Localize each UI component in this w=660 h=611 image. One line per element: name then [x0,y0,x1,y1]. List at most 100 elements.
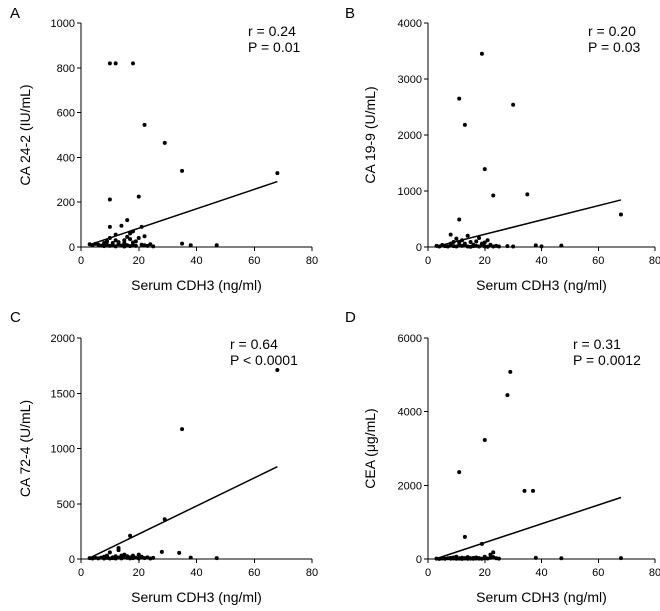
y-tick-label: 0 [416,554,422,566]
x-axis-title: Serum CDH3 (ng/ml) [131,277,262,293]
y-axis-title: CA 19-9 (U/mL) [362,86,378,183]
data-point [107,197,112,202]
data-point [113,232,118,237]
regression-line [89,180,278,246]
data-point [508,369,513,374]
data-point [177,550,182,555]
axes [424,22,656,251]
data-point [180,168,185,173]
panel-b: B 0 1000 2000 3000 4000 0 20 40 60 80 Serum CDH3 (n… [345,5,660,293]
x-tick-label: 80 [649,255,660,267]
y-tick-label: 2000 [398,480,422,492]
stat-r: r = 0.20 [588,23,636,39]
data-point [180,241,185,246]
y-tick-label: 800 [57,63,75,75]
data-points [434,51,623,249]
x-tick-label: 80 [306,567,318,579]
panel-letter: B [345,5,355,22]
x-tick-label: 40 [190,255,202,267]
data-point [159,549,164,554]
data-point [496,556,501,561]
data-point [188,243,193,248]
y-tick-label: 2000 [398,130,422,142]
data-point [130,61,135,66]
data-point [107,550,112,555]
data-point [180,427,185,432]
data-point [465,233,470,238]
y-tick-label: 1000 [51,444,75,456]
x-tick-label: 20 [479,567,491,579]
y-tick-label: 3000 [398,74,422,86]
panel-c: C 0 500 1000 1500 2000 0 20 40 60 80 Serum CDH3 (ng… [10,309,318,605]
data-point [522,488,527,493]
y-tick-label: 500 [57,499,75,511]
x-axis-title: Serum CDH3 (ng/ml) [476,589,607,605]
y-tick-label: 1500 [51,388,75,400]
data-point [457,217,462,222]
y-axis-title: CA 72-4 (U/mL) [17,400,33,497]
panel-letter: C [10,309,21,326]
data-point [214,556,219,561]
data-point [511,244,516,249]
x-tick-label: 60 [248,567,260,579]
data-point [511,102,516,107]
x-tick-label: 60 [248,255,260,267]
y-tick-label: 600 [57,108,75,120]
data-point [275,171,280,176]
y-tick-label: 0 [416,242,422,254]
data-point [151,555,156,560]
stat-p: P = 0.03 [588,39,641,55]
data-point [130,229,135,234]
data-point [162,517,167,522]
y-tick-label: 400 [57,152,75,164]
data-point [533,555,538,560]
data-point [485,238,490,243]
regression-line [436,199,622,248]
data-point [113,244,118,249]
y-tick-label: 4000 [398,407,422,419]
data-point [460,238,465,243]
data-point [462,534,467,539]
data-point [110,556,115,561]
panel-a: A 0 200 400 600 800 1000 0 20 40 60 80 Serum CDH3 (n… [10,5,318,293]
y-tick-label: 2000 [51,333,75,345]
data-point [462,241,467,246]
y-tick-label: 1000 [398,186,422,198]
y-axis-title: CA 24-2 (IU/mL) [17,84,33,185]
data-point [488,552,493,557]
panel-d: D 0 2000 4000 6000 0 20 40 60 80 Serum CDH3 (ng/ml… [345,309,660,605]
stat-r: r = 0.31 [573,336,621,352]
data-point [482,438,487,443]
data-point [128,237,133,242]
data-points [87,61,280,249]
data-point [448,232,453,237]
data-point [113,61,118,66]
data-points [87,368,280,561]
axes [424,337,656,563]
y-tick-label: 0 [69,554,75,566]
data-point [142,122,147,127]
data-point [533,243,538,248]
x-axis-title: Serum CDH3 (ng/ml) [476,277,607,293]
y-axis-title: CEA (μg/mL) [362,408,378,488]
data-point [151,244,156,249]
data-point [107,236,112,241]
data-point [133,239,138,244]
y-tick-label: 6000 [398,333,422,345]
data-point [125,234,130,239]
x-tick-label: 0 [425,567,431,579]
data-point [87,556,92,561]
data-point [104,239,109,244]
data-point [128,231,133,236]
data-point [136,552,141,557]
data-point [477,236,482,241]
x-tick-label: 80 [649,567,660,579]
x-tick-label: 40 [190,567,202,579]
data-point [136,194,141,199]
data-point [139,224,144,229]
regression-line [436,496,622,560]
data-points [434,369,623,561]
data-point [451,239,456,244]
x-tick-label: 0 [425,255,431,267]
